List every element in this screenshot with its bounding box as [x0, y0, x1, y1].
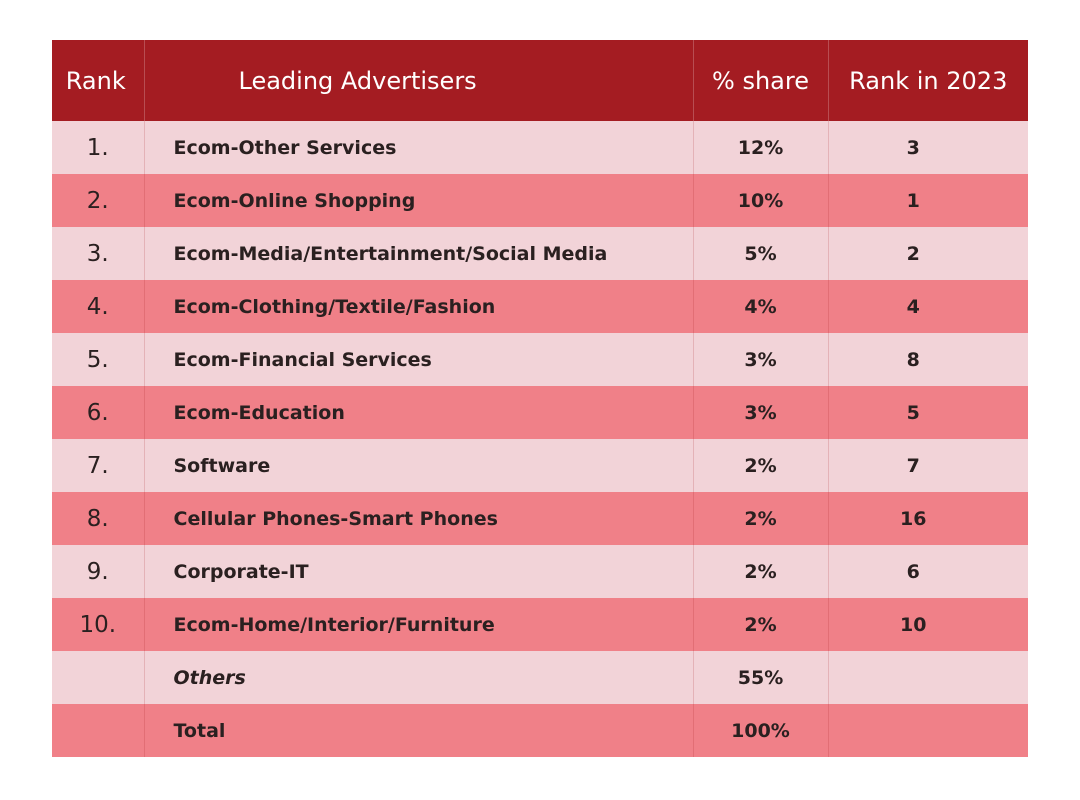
rank-cell: 7. — [52, 439, 145, 492]
rank-2023-cell: 10 — [828, 598, 1028, 651]
advertiser-cell: Corporate-IT — [144, 545, 694, 598]
advertiser-cell: Software — [144, 439, 694, 492]
table-row: 7. Software 2% 7 — [52, 439, 1028, 492]
rank-cell: 1. — [52, 121, 145, 174]
table-row: 3. Ecom-Media/Entertainment/Social Media… — [52, 227, 1028, 280]
advertisers-table: Rank Leading Advertisers % share Rank in… — [52, 40, 1028, 757]
rank-2023-cell-empty — [828, 704, 1028, 757]
rank-2023-cell: 16 — [828, 492, 1028, 545]
table-row: 10. Ecom-Home/Interior/Furniture 2% 10 — [52, 598, 1028, 651]
share-cell: 3% — [693, 386, 829, 439]
advertiser-cell: Cellular Phones-Smart Phones — [144, 492, 694, 545]
table-row: 1. Ecom-Other Services 12% 3 — [52, 121, 1028, 174]
rank-2023-cell: 8 — [828, 333, 1028, 386]
table-row: 4. Ecom-Clothing/Textile/Fashion 4% 4 — [52, 280, 1028, 333]
rank-2023-cell: 3 — [828, 121, 1028, 174]
share-cell: 12% — [693, 121, 829, 174]
rank-cell-empty — [52, 704, 145, 757]
total-label: Total — [144, 704, 694, 757]
share-cell: 2% — [693, 439, 829, 492]
rank-2023-cell-empty — [828, 651, 1028, 704]
others-row: Others 55% — [52, 651, 1028, 704]
rank-cell: 4. — [52, 280, 145, 333]
header-leading-advertisers: Leading Advertisers — [144, 40, 694, 121]
advertiser-cell: Ecom-Home/Interior/Furniture — [144, 598, 694, 651]
table-row: 5. Ecom-Financial Services 3% 8 — [52, 333, 1028, 386]
share-cell: 2% — [693, 492, 829, 545]
share-cell: 3% — [693, 333, 829, 386]
table-row: 6. Ecom-Education 3% 5 — [52, 386, 1028, 439]
share-cell: 2% — [693, 545, 829, 598]
advertiser-cell: Ecom-Education — [144, 386, 694, 439]
header-row: Rank Leading Advertisers % share Rank in… — [52, 40, 1028, 121]
rank-cell: 6. — [52, 386, 145, 439]
share-cell: 5% — [693, 227, 829, 280]
rank-cell: 8. — [52, 492, 145, 545]
total-share: 100% — [693, 704, 829, 757]
header-rank: Rank — [52, 40, 145, 121]
rank-2023-cell: 4 — [828, 280, 1028, 333]
rank-2023-cell: 2 — [828, 227, 1028, 280]
share-cell: 4% — [693, 280, 829, 333]
advertiser-cell: Ecom-Clothing/Textile/Fashion — [144, 280, 694, 333]
table-row: 8. Cellular Phones-Smart Phones 2% 16 — [52, 492, 1028, 545]
rank-cell-empty — [52, 651, 145, 704]
table-row: 9. Corporate-IT 2% 6 — [52, 545, 1028, 598]
advertisers-table-container: Rank Leading Advertisers % share Rank in… — [52, 40, 1028, 757]
rank-cell: 9. — [52, 545, 145, 598]
rank-2023-cell: 1 — [828, 174, 1028, 227]
others-label: Others — [144, 651, 694, 704]
advertiser-cell: Ecom-Other Services — [144, 121, 694, 174]
others-share: 55% — [693, 651, 829, 704]
rank-cell: 5. — [52, 333, 145, 386]
table-row: 2. Ecom-Online Shopping 10% 1 — [52, 174, 1028, 227]
rank-cell: 10. — [52, 598, 145, 651]
rank-cell: 3. — [52, 227, 145, 280]
share-cell: 2% — [693, 598, 829, 651]
share-cell: 10% — [693, 174, 829, 227]
total-row: Total 100% — [52, 704, 1028, 757]
advertiser-cell: Ecom-Financial Services — [144, 333, 694, 386]
header-rank-2023: Rank in 2023 — [828, 40, 1028, 121]
header-share: % share — [693, 40, 829, 121]
rank-2023-cell: 7 — [828, 439, 1028, 492]
advertiser-cell: Ecom-Online Shopping — [144, 174, 694, 227]
advertiser-cell: Ecom-Media/Entertainment/Social Media — [144, 227, 694, 280]
rank-2023-cell: 5 — [828, 386, 1028, 439]
rank-2023-cell: 6 — [828, 545, 1028, 598]
rank-cell: 2. — [52, 174, 145, 227]
